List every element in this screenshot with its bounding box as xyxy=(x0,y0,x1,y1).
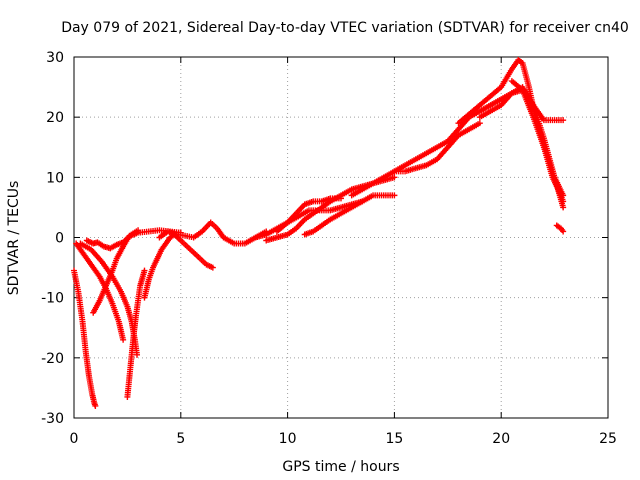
series-track-18 xyxy=(508,78,567,199)
data-point xyxy=(338,195,344,202)
series-track-6 xyxy=(124,267,148,400)
data-point xyxy=(134,351,141,358)
series-track-16 xyxy=(455,57,567,205)
y-tick-label: 20 xyxy=(46,110,64,126)
y-tick-label: -20 xyxy=(41,351,64,367)
x-axis-label: GPS time / hours xyxy=(282,459,399,475)
series-track-15 xyxy=(391,120,483,175)
data-point xyxy=(209,264,216,271)
y-axis-label: SDTVAR / TECUs xyxy=(6,181,22,296)
series-track-12 xyxy=(273,195,344,235)
data-point xyxy=(560,204,567,211)
data-point xyxy=(560,198,567,205)
data-point xyxy=(560,192,567,199)
y-tick-label: 0 xyxy=(55,231,64,247)
y-tick-label: 30 xyxy=(46,50,64,66)
y-tick-label: -10 xyxy=(41,291,64,307)
x-tick-label: 5 xyxy=(176,431,185,447)
x-tick-label: 25 xyxy=(599,431,617,447)
data-point xyxy=(391,174,398,181)
series-track-8 xyxy=(156,219,270,247)
x-tick-label: 10 xyxy=(279,431,297,447)
data-point xyxy=(560,117,567,124)
data-point xyxy=(560,228,567,235)
chart-title: Day 079 of 2021, Sidereal Day-to-day VTE… xyxy=(61,20,629,36)
series-track-19 xyxy=(553,222,567,235)
y-tick-label: 10 xyxy=(46,170,64,186)
series-track-9 xyxy=(171,231,216,271)
data-point xyxy=(135,227,142,234)
y-tick-label: -30 xyxy=(41,411,64,427)
x-tick-label: 20 xyxy=(492,431,510,447)
x-tick-label: 15 xyxy=(385,431,403,447)
x-tick-label: 0 xyxy=(70,431,79,447)
axis-ticks xyxy=(73,56,609,419)
x-tick-labels: 0 5 10 15 20 25 xyxy=(70,431,617,447)
y-tick-labels: -30 -20 -10 0 10 20 30 xyxy=(41,50,64,427)
series-track-1 xyxy=(71,267,99,409)
data-point xyxy=(391,192,398,199)
series-track-7 xyxy=(141,231,178,301)
series-track-13 xyxy=(301,192,398,238)
data-point xyxy=(120,336,127,343)
grid-lines xyxy=(74,57,608,418)
data-marks xyxy=(71,57,567,409)
series-track-5 xyxy=(90,227,142,316)
data-point xyxy=(141,267,148,274)
data-point xyxy=(476,120,483,127)
data-point xyxy=(92,402,99,409)
